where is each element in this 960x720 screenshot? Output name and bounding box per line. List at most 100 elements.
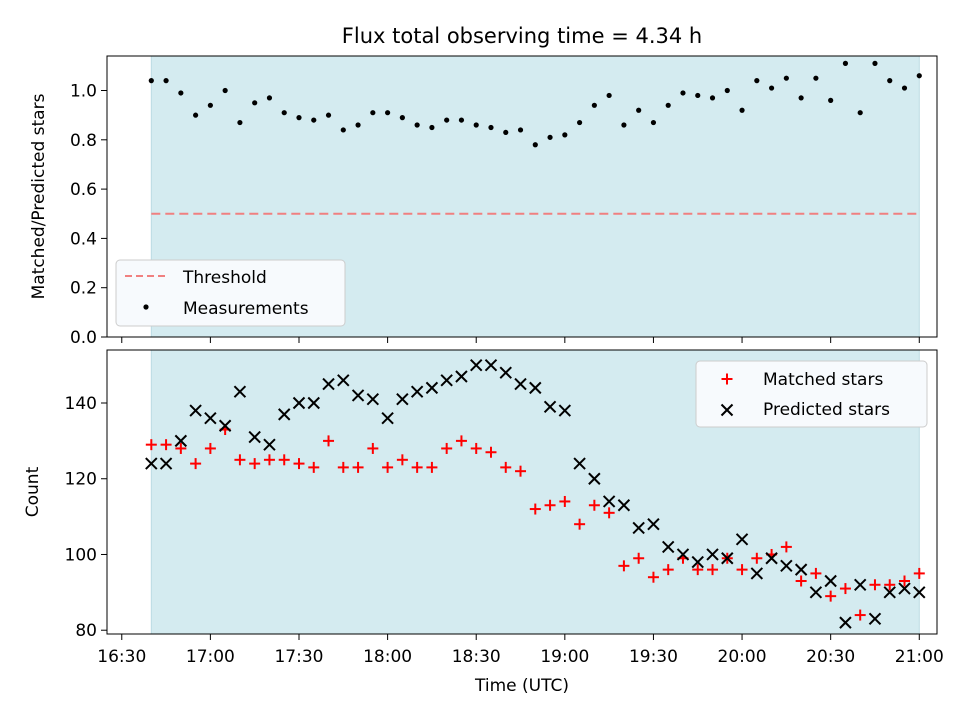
predicted-point: [647, 517, 660, 531]
bottom-axes-frame: [106, 349, 938, 635]
predicted-point: [662, 540, 675, 554]
legend-measurements-swatch: [143, 304, 149, 310]
cross-b: [337, 374, 350, 387]
measurement-point: [222, 87, 228, 94]
measurement-point: [503, 129, 509, 136]
predicted-point: [898, 582, 911, 595]
matched-point: [160, 439, 172, 451]
cross-b: [263, 438, 276, 451]
cross-b: [145, 457, 158, 470]
matched-point: [751, 552, 763, 564]
bottom-legend-box: [695, 360, 928, 428]
predicted-point: [263, 438, 276, 451]
matched-point: [204, 442, 216, 454]
cross-b: [588, 472, 601, 485]
predicted-point: [396, 393, 409, 406]
matched-point: [869, 579, 881, 591]
cross-b: [292, 396, 306, 410]
top-y-axis-label: Matched/Predicted stars: [29, 93, 49, 299]
predicted-point: [145, 457, 158, 470]
cross-b: [720, 403, 734, 417]
cross-b: [381, 411, 394, 425]
cross-b: [484, 358, 498, 372]
top-y-tick-label: 0.0: [70, 328, 97, 348]
cross-b: [794, 563, 808, 576]
legend-matched-swatch: [721, 373, 733, 385]
top-x-ticks: [121, 337, 920, 343]
predicted-point: [499, 366, 512, 379]
legend-plus-mark: [721, 373, 733, 385]
cross-b: [617, 499, 631, 512]
predicted-point: [204, 411, 217, 425]
matched-point: [662, 564, 674, 576]
matched-point: [293, 458, 305, 470]
cross-b: [721, 552, 734, 565]
bottom-panel: 80 100 120 140 16:30 17:00 17:30 18:00 18:30 19:…: [23, 349, 944, 696]
matched-point: [485, 446, 497, 458]
cross-b: [765, 552, 778, 565]
measurement-point: [872, 60, 878, 66]
measurement-point: [665, 102, 671, 108]
bottom-marks: [145, 350, 926, 634]
predicted-point: [337, 374, 350, 387]
chart-title: Flux total observing time = 4.34 h: [342, 24, 702, 48]
cross-b: [174, 434, 188, 448]
predicted-point: [366, 393, 380, 406]
legend-matched-label: Matched stars: [763, 370, 883, 390]
measurement-point: [207, 102, 213, 108]
bottom-x-tick-label: 17:30: [274, 647, 323, 667]
matched-point: [603, 507, 615, 519]
matched-point: [544, 499, 556, 511]
measurement-point: [724, 87, 730, 94]
predicted-point: [159, 457, 173, 470]
bottom-y-tick-label: 100: [65, 545, 97, 565]
predicted-point: [174, 434, 188, 448]
matched-point: [574, 518, 586, 530]
cross-b: [632, 521, 645, 535]
measurement-point: [916, 73, 922, 79]
predicted-point: [632, 521, 645, 535]
matched-point: [515, 465, 527, 477]
cross-b: [691, 555, 704, 569]
predicted-point: [218, 419, 232, 432]
matched-point: [795, 575, 807, 587]
predicted-point: [913, 586, 926, 599]
measurement-point: [857, 110, 863, 116]
predicted-point: [381, 411, 394, 425]
bottom-x-tick-label: 19:30: [629, 647, 678, 667]
matched-point: [780, 541, 792, 553]
cross-b: [396, 393, 409, 406]
cross-b: [514, 377, 527, 391]
legend-measurements-label: Measurements: [183, 299, 309, 319]
matched-point: [810, 567, 822, 579]
measurement-point: [650, 119, 657, 126]
predicted-point: [750, 567, 764, 580]
top-legend: Threshold Measurements: [115, 259, 346, 327]
predicted-point: [721, 552, 734, 565]
measurement-point: [901, 85, 908, 91]
predicted-point: [735, 533, 749, 546]
matched-point: [308, 461, 320, 473]
cross-b: [470, 358, 483, 372]
bottom-x-tick-label: 18:30: [452, 647, 501, 667]
legend-cross-mark: [720, 403, 734, 417]
measurement-point: [813, 75, 819, 81]
cross-b: [809, 586, 823, 599]
legend-threshold-label: Threshold: [182, 268, 267, 288]
measurement-point: [591, 102, 597, 108]
matched-point: [899, 575, 911, 587]
predicted-point: [514, 377, 527, 391]
predicted-point: [410, 385, 424, 398]
measurement-point: [266, 95, 273, 101]
cross-b: [278, 408, 291, 421]
cross-b: [706, 548, 719, 561]
matched-point: [455, 435, 467, 447]
predicted-point: [322, 377, 335, 391]
measurement-point: [311, 117, 317, 123]
measurement-point: [636, 107, 642, 113]
bottom-x-tick-label: 20:30: [806, 647, 855, 667]
predicted-point: [233, 385, 247, 398]
matched-point: [618, 560, 630, 572]
measurement-point: [547, 134, 553, 140]
measurement-point: [252, 100, 258, 106]
